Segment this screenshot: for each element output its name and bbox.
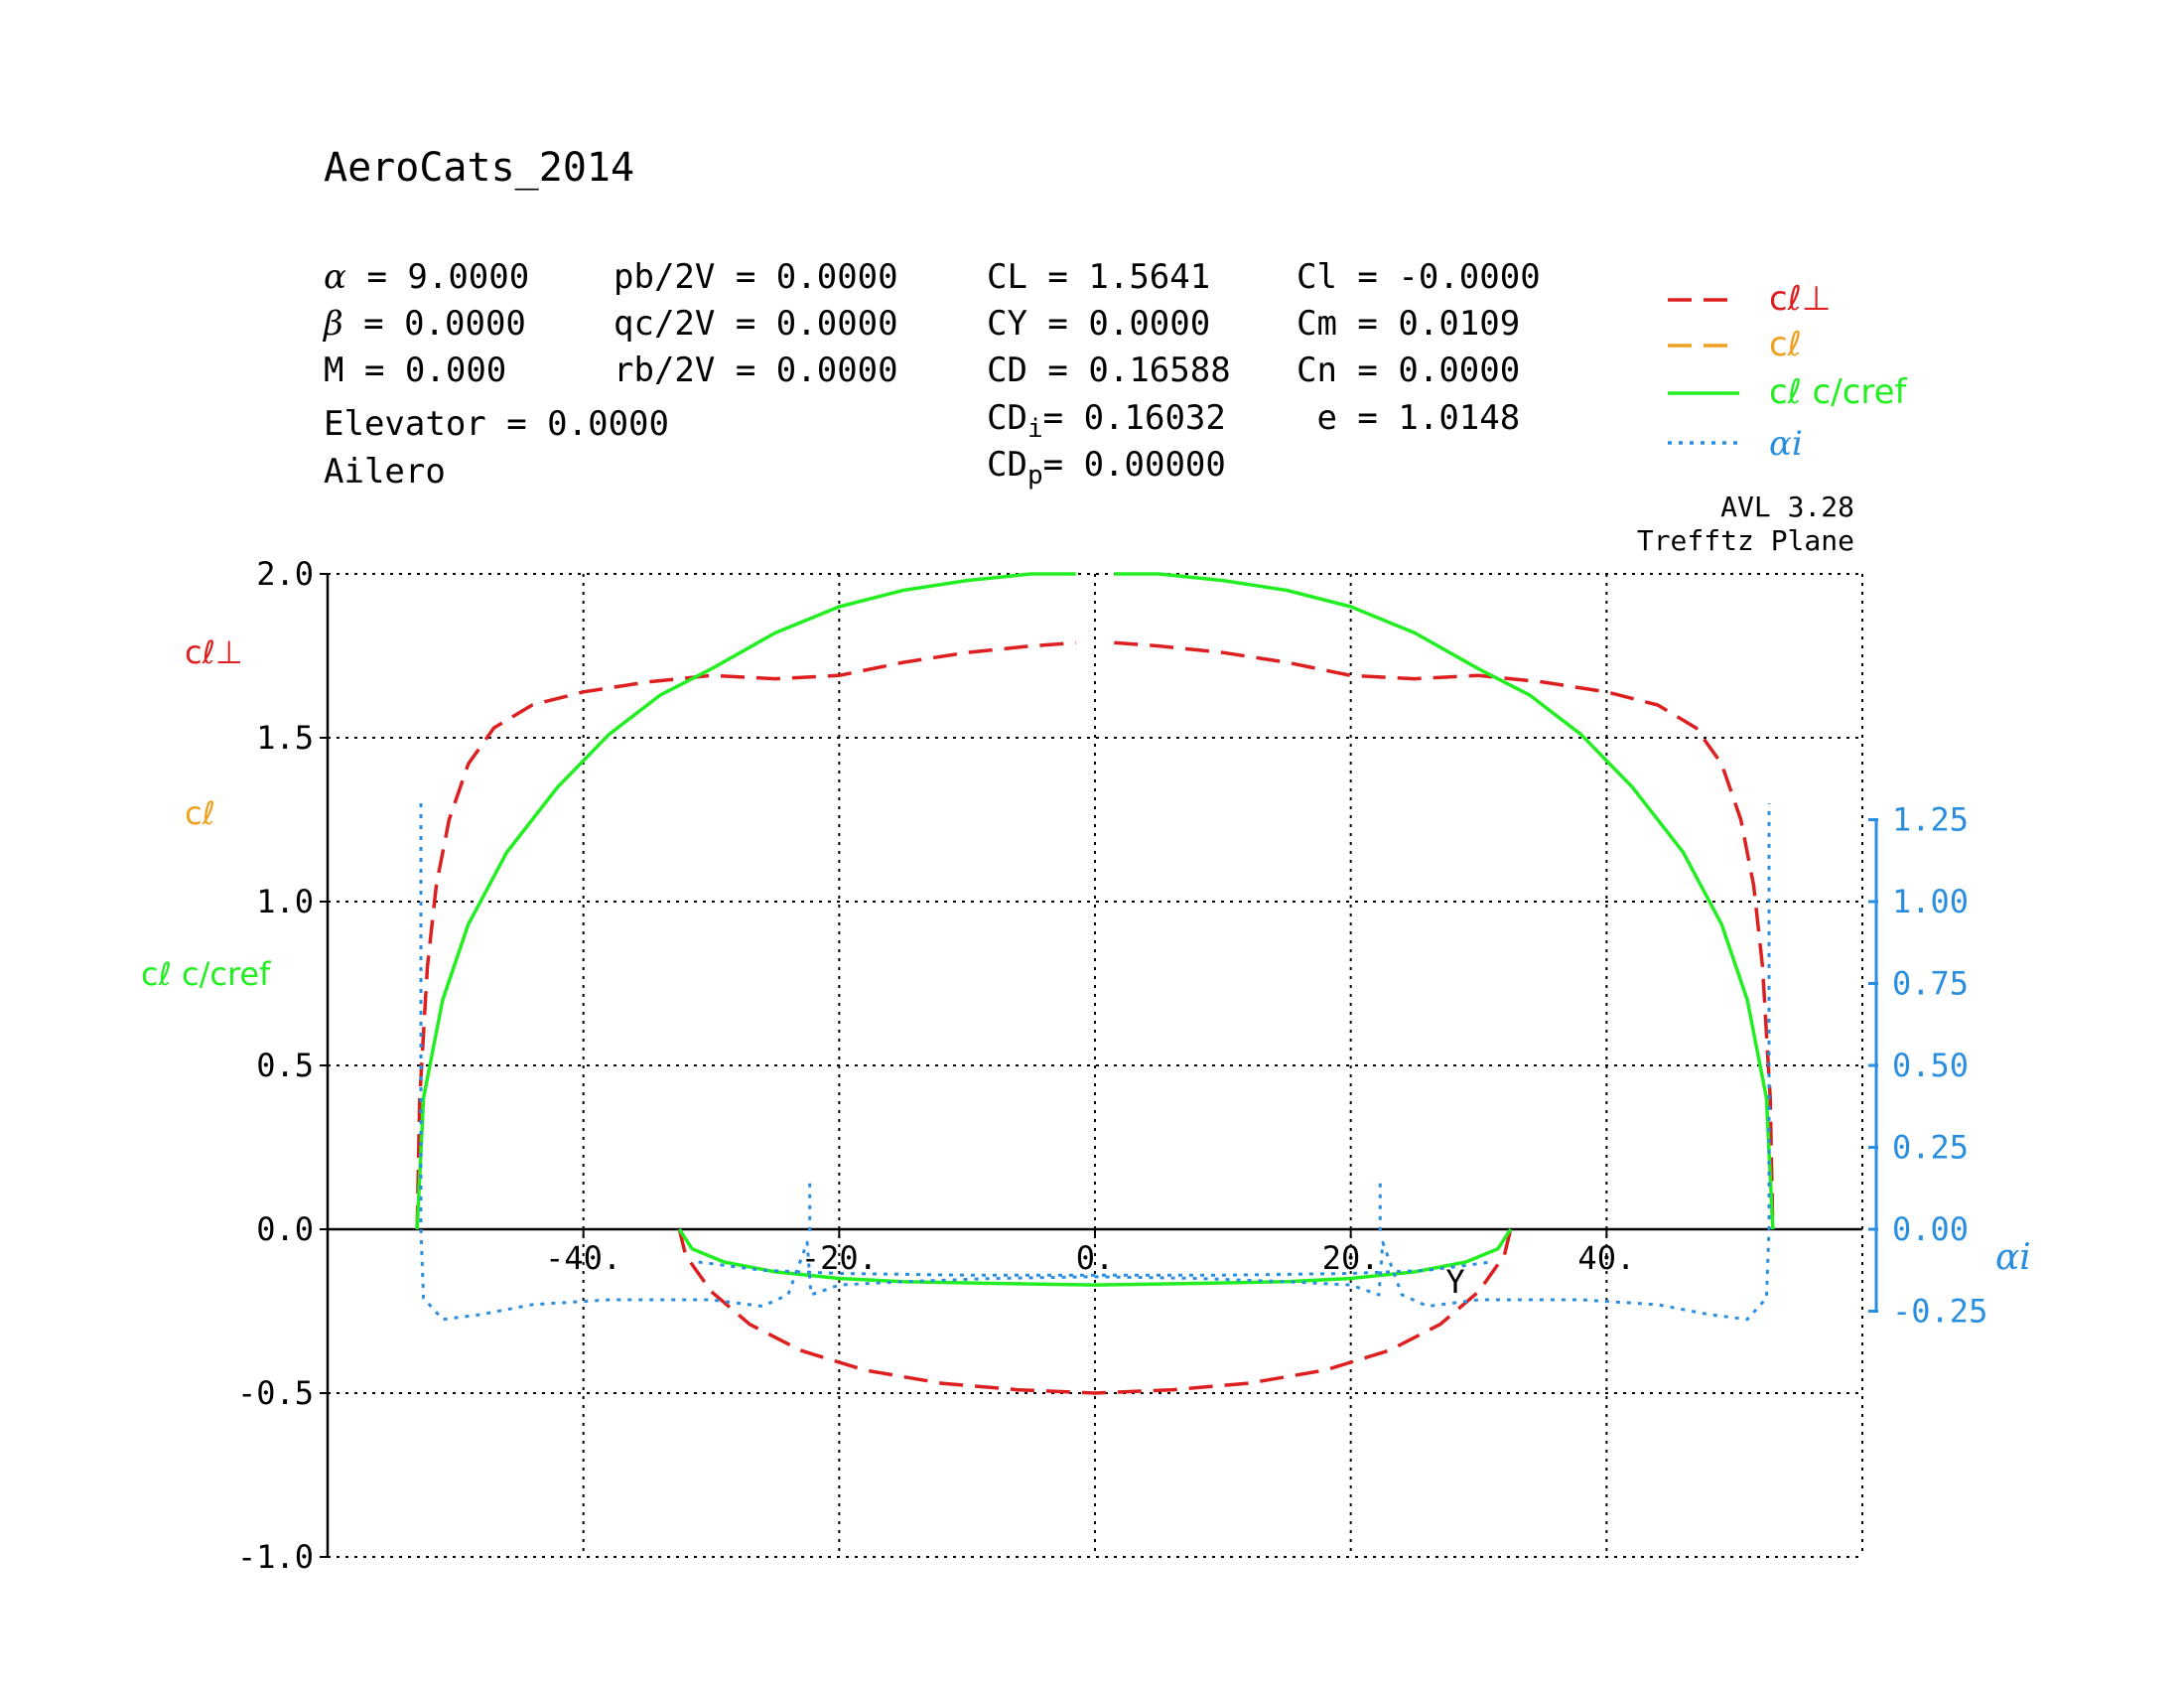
series-αi (419, 803, 1771, 1322)
legend-label-cl-perp: cℓ⊥ (1769, 279, 1831, 319)
axes: -1.0 -0.5 0.0 0.5 1.0 1.5 2.0 -40. -20. 0. 20. 40. -… (237, 555, 1987, 1576)
control-elevator: Elevator = 0.0000 (324, 404, 669, 444)
legend-label-cl: cℓ (1769, 325, 1802, 364)
legend-label-cl-c-cref: cℓ c/cref (1769, 372, 1908, 412)
x-tick-label: 0. (1076, 1239, 1115, 1277)
param-alpha: α = 9.0000 (324, 257, 529, 297)
efficiency-e: e = 1.0148 (1297, 398, 1520, 438)
series-line (1114, 640, 1775, 1230)
y-axis-title-cl-c-cref: cℓ c/cref (141, 955, 271, 993)
x-tick-label: 40. (1577, 1239, 1635, 1277)
y-tick-label: -1.0 (237, 1538, 314, 1576)
params-left: α = 9.0000 β = 0.0000 M = 0.000 (322, 257, 529, 390)
series-cℓ⊥ (415, 640, 1775, 1395)
series-line (677, 1228, 1513, 1287)
right-tick-label: 1.00 (1892, 883, 1969, 920)
right-tick-label: 1.25 (1892, 801, 1969, 839)
grid (328, 573, 1863, 1558)
x-axis-title: Y (1445, 1263, 1464, 1301)
right-tick-label: 0.50 (1892, 1047, 1969, 1084)
right-tick-label: 0.25 (1892, 1129, 1969, 1167)
force-cl: CL = 1.5641 (987, 257, 1210, 297)
x-tick-label: 20. (1322, 1239, 1380, 1277)
series-line (415, 640, 1076, 1230)
y-tick-label: 1.0 (256, 883, 314, 920)
right-axis-title-alpha-i: αi (1995, 1237, 2031, 1278)
moments: Cl = -0.0000 Cm = 0.0109 Cn = 0.0000 e =… (1297, 257, 1541, 438)
series-line (677, 1228, 1513, 1395)
y-tick-label: 0.0 (256, 1210, 314, 1248)
series-line (698, 1260, 1492, 1277)
y-axis-title-cl: cℓ (185, 794, 215, 832)
series-cℓ c/cref (415, 572, 1775, 1287)
x-tick-label: -20. (801, 1239, 878, 1277)
param-rb2v: rb/2V = 0.0000 (614, 351, 898, 390)
y-tick-label: -0.5 (237, 1374, 314, 1412)
series-line (1114, 572, 1775, 1230)
x-tick-label: -40. (545, 1239, 621, 1277)
control-aileron: Ailero (324, 452, 446, 492)
series-line (415, 572, 1076, 1230)
legend-label-alpha-i: αi (1769, 424, 1803, 464)
y-axis-title-cl-perp: cℓ⊥ (185, 633, 243, 671)
plot-type-label: Trefftz Plane (1637, 524, 1854, 557)
right-tick-label: 0.75 (1892, 965, 1969, 1003)
y-tick-label: 1.5 (256, 719, 314, 757)
param-beta: β = 0.0000 (322, 304, 526, 344)
forces: CL = 1.5641 CY = 0.0000 CD = 0.16588 CDi… (987, 257, 1231, 491)
y-tick-label: 2.0 (256, 555, 314, 593)
force-cd: CD = 0.16588 (987, 351, 1231, 390)
force-cdp: CDp= 0.00000 (987, 445, 1226, 491)
param-qc2v: qc/2V = 0.0000 (614, 304, 898, 344)
plot-title: AeroCats_2014 (324, 145, 634, 191)
force-cdi: CDi= 0.16032 (987, 398, 1226, 444)
series-line (419, 803, 1771, 1322)
force-cy: CY = 0.0000 (987, 304, 1210, 344)
legend: cℓ⊥ cℓ cℓ c/cref αi (1668, 279, 1908, 464)
moment-cl-roll: Cl = -0.0000 (1297, 257, 1541, 297)
param-mach: M = 0.000 (324, 351, 506, 390)
series (415, 572, 1775, 1395)
right-tick-label: 0.00 (1892, 1210, 1969, 1248)
y-tick-label: 0.5 (256, 1047, 314, 1084)
moment-cn: Cn = 0.0000 (1297, 351, 1520, 390)
version-label: AVL 3.28 (1720, 491, 1854, 523)
controls: Elevator = 0.0000 Ailero (324, 404, 669, 492)
right-tick-label: -0.25 (1892, 1293, 1987, 1331)
param-pb2v: pb/2V = 0.0000 (614, 257, 898, 297)
moment-cm: Cm = 0.0109 (1297, 304, 1520, 344)
params-rates: pb/2V = 0.0000 qc/2V = 0.0000 rb/2V = 0.… (614, 257, 898, 390)
